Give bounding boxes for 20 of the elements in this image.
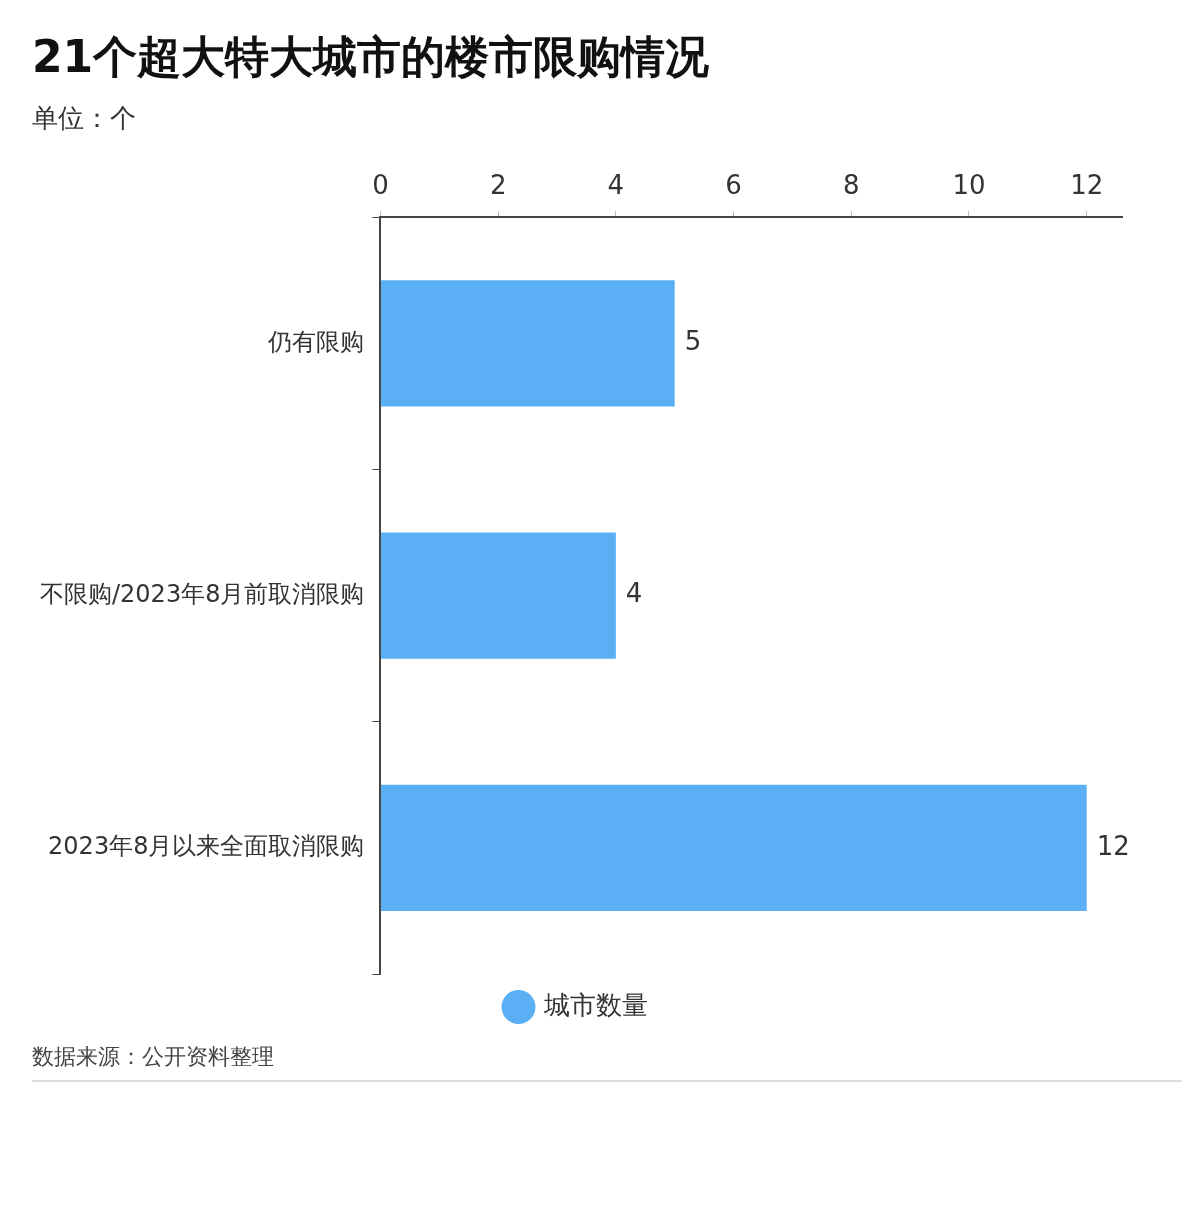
data-label: 5 (684, 326, 702, 357)
bar (380, 784, 1087, 911)
x-tick-label: 8 (843, 170, 860, 201)
chart-title: 21个超大特大城市的楼市限购情况 (32, 30, 711, 84)
x-tick-label: 0 (372, 170, 389, 201)
x-tick-label: 10 (952, 170, 986, 201)
source-note: 数据来源：公开资料整理 (32, 1043, 275, 1071)
x-tick-label: 12 (1070, 170, 1104, 201)
y-tick-label: 不限购/2023年8月前取消限购 (40, 579, 365, 608)
x-tick-label: 4 (607, 170, 625, 201)
data-label: 4 (625, 578, 643, 609)
x-tick-label: 2 (489, 170, 507, 201)
bar (380, 532, 616, 659)
y-tick-label: 仍有限购 (267, 327, 365, 356)
data-label: 12 (1096, 830, 1130, 861)
text: 单位：个 (32, 102, 137, 135)
y-tick-label: 2023年8月以来全面取消限购 (48, 832, 365, 861)
legend-label: 城市数量 (542, 989, 648, 1020)
x-tick-label: 6 (725, 170, 742, 201)
bar (380, 280, 675, 407)
